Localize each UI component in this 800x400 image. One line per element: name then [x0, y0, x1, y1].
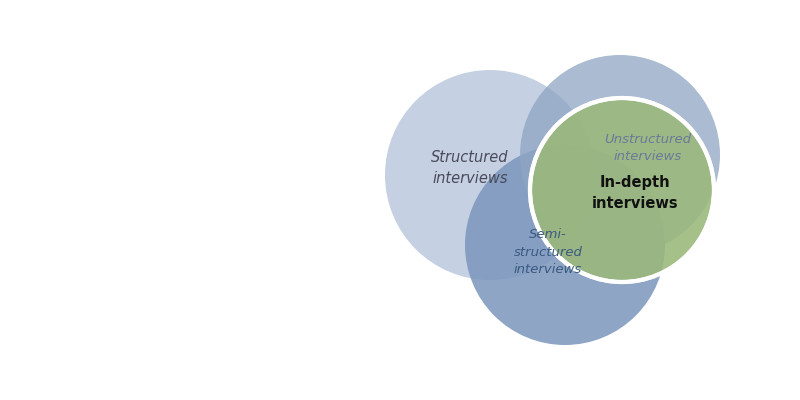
Circle shape	[520, 55, 720, 255]
Circle shape	[465, 145, 665, 345]
Text: In-depth
interviews: In-depth interviews	[592, 175, 678, 211]
Circle shape	[530, 98, 714, 282]
Circle shape	[385, 70, 595, 280]
Text: Semi-
structured
interviews: Semi- structured interviews	[514, 228, 582, 276]
Text: Structured
interviews: Structured interviews	[431, 150, 509, 186]
Text: Unstructured
interviews: Unstructured interviews	[605, 133, 691, 163]
